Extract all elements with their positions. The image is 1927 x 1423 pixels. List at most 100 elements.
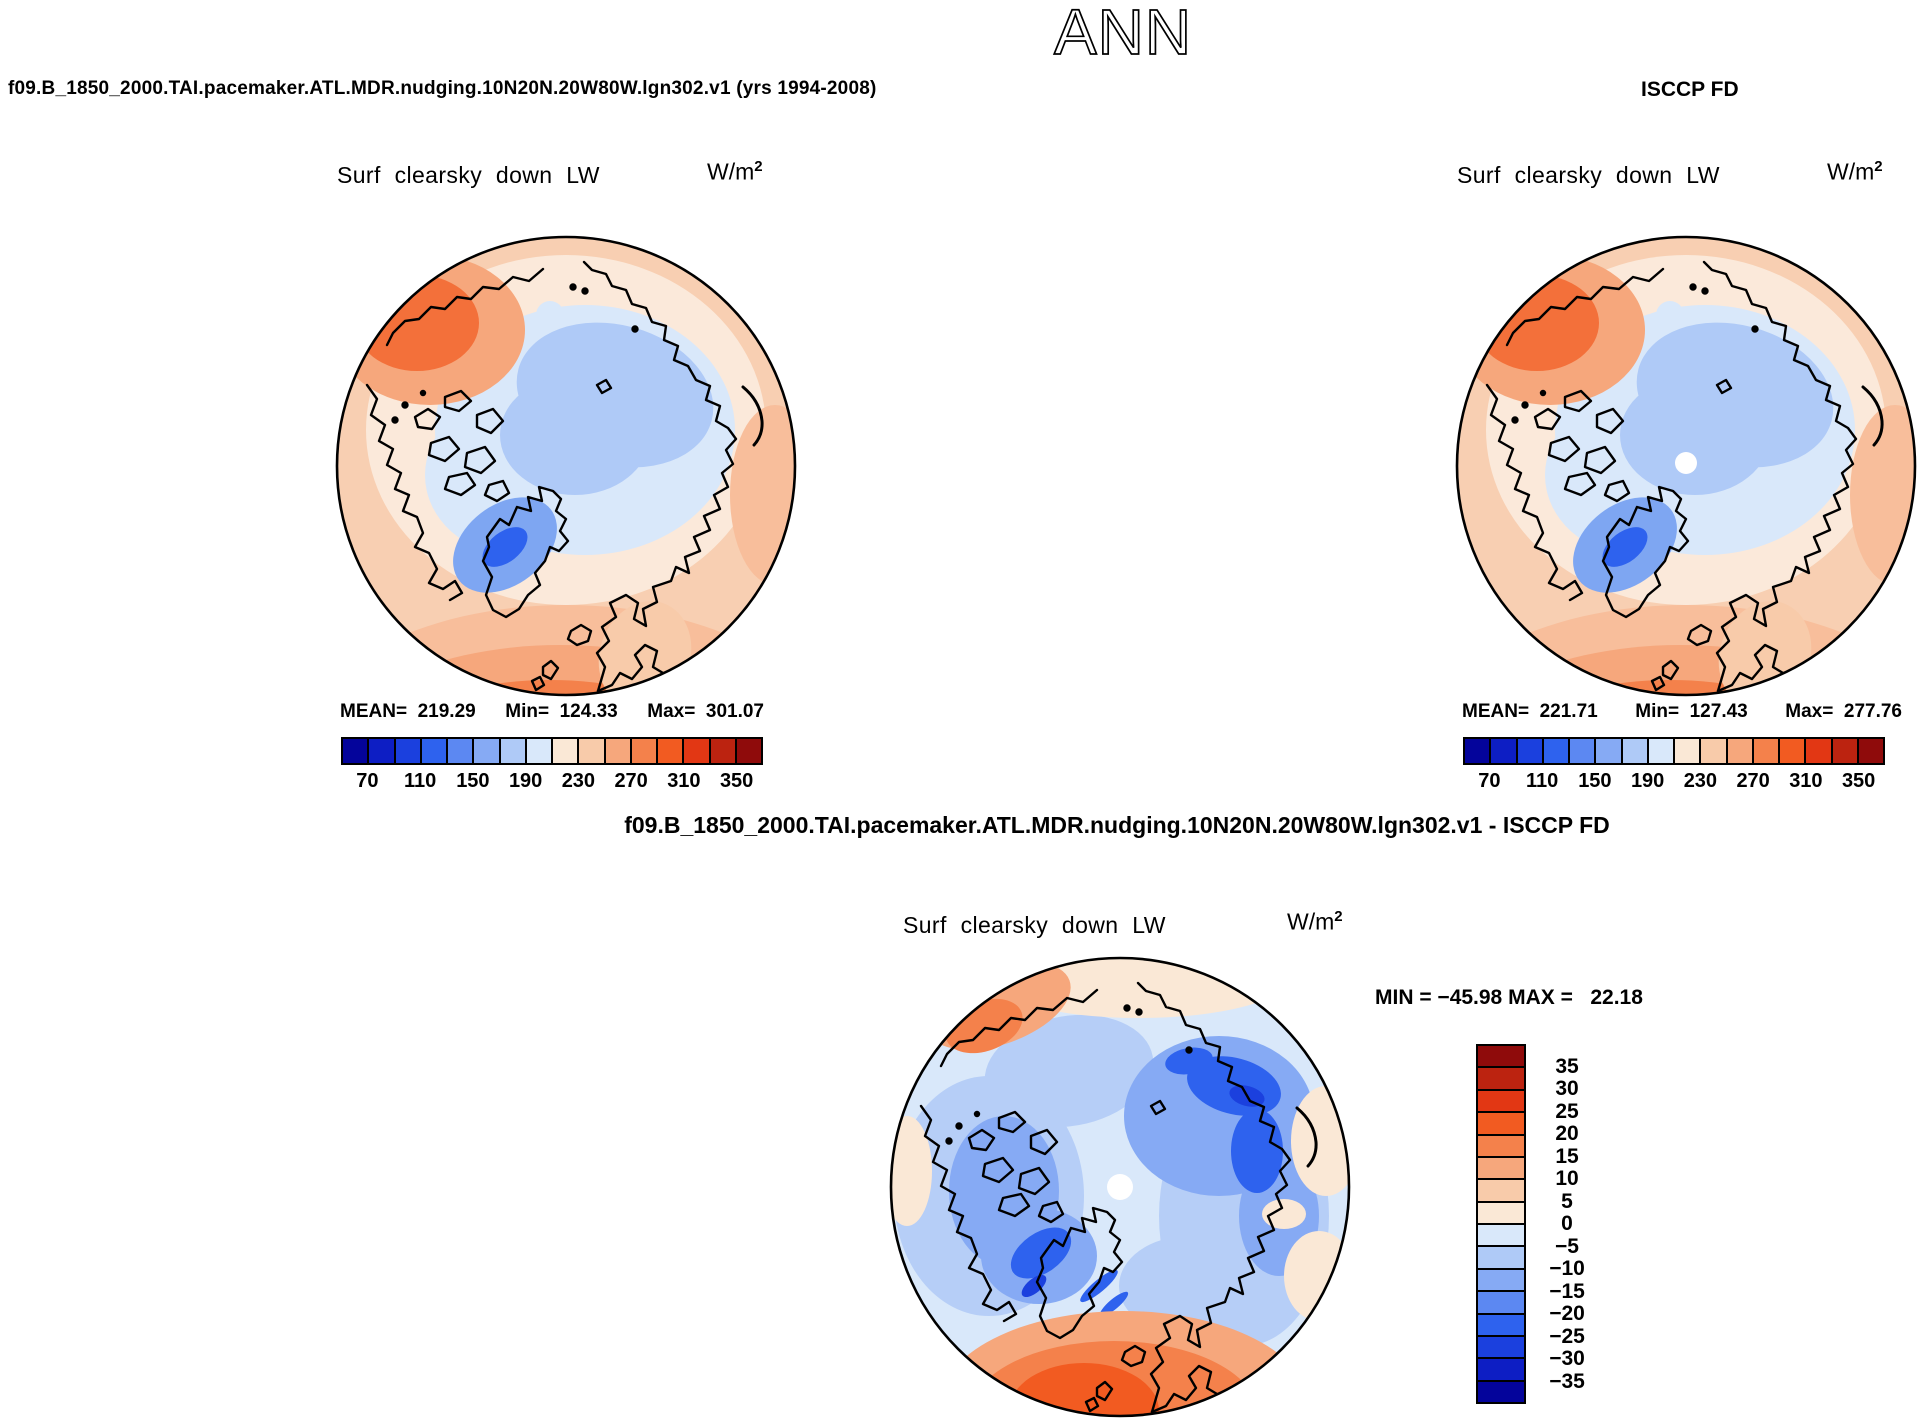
colorbar-cell <box>1478 1135 1524 1158</box>
colorbar-tick-label: 30 <box>1555 1077 1579 1100</box>
diff-units-label: W/m2 <box>1287 908 1343 936</box>
colorbar-tick-label: −10 <box>1549 1257 1585 1280</box>
colorbar-tick-label: 70 <box>1478 770 1501 792</box>
colorbar-tick-label: 25 <box>1555 1099 1579 1123</box>
colorbar-cell <box>1596 739 1623 763</box>
colorbar-cell <box>526 739 553 763</box>
min-stat: Min= 124.33 <box>505 701 618 722</box>
colorbar-cell <box>1478 1247 1524 1270</box>
colorbar-tick-label: 0 <box>1561 1212 1573 1235</box>
colorbar-tick-label: 310 <box>667 770 701 792</box>
colorbar-cell <box>448 739 475 763</box>
colorbar-tick-label: −30 <box>1549 1347 1585 1370</box>
pole-gap-dot <box>1107 1174 1133 1200</box>
units-exponent: 2 <box>754 158 763 175</box>
units-exponent: 2 <box>1334 908 1343 925</box>
colorbar-cell <box>369 739 396 763</box>
mean-stat: MEAN= 221.71 <box>1462 701 1598 722</box>
colorbar-tick-label: 350 <box>1841 770 1876 792</box>
colorbar-cell <box>1478 1314 1524 1337</box>
colorbar-cell <box>1701 739 1728 763</box>
colorbar-tick-label: −35 <box>1549 1369 1585 1393</box>
colorbar-cell <box>1858 739 1883 763</box>
colorbar-cell <box>1622 739 1649 763</box>
colorbar-cell <box>1832 739 1859 763</box>
units-base: W/m <box>1827 158 1875 185</box>
colorbar-tick-label: 20 <box>1555 1122 1579 1145</box>
colorbar-cell <box>1478 1068 1524 1091</box>
difference-title: f09.B_1850_2000.TAI.pacemaker.ATL.MDR.nu… <box>624 812 1610 838</box>
colorbar-tick-label: 190 <box>508 770 543 792</box>
diff-minmax: MIN = −45.98 MAX = 22.18 <box>1375 986 1643 1009</box>
max-stat: Max= 277.76 <box>1785 701 1902 722</box>
colorbar-tick-label: 230 <box>561 770 596 792</box>
colorbar-cell <box>1478 1046 1524 1069</box>
colorbar-cell <box>1648 739 1675 763</box>
pole-gap-dot <box>1675 452 1697 474</box>
diff-field-label: Surf clearsky down LW <box>903 912 1166 938</box>
colorbar-tick-label: 190 <box>1630 770 1665 792</box>
colorbar-cell <box>710 739 737 763</box>
colorbar-cell <box>1517 739 1544 763</box>
colorbar-cell <box>736 739 761 763</box>
colorbar-tick-label: 230 <box>1683 770 1718 792</box>
obs-stats: MEAN= 221.71 Min= 127.43 Max= 277.76 <box>1462 701 1902 723</box>
model-run-title: f09.B_1850_2000.TAI.pacemaker.ATL.MDR.nu… <box>8 78 877 99</box>
units-exponent: 2 <box>1874 158 1883 175</box>
colorbar-tick-label: 150 <box>1578 770 1612 792</box>
colorbar-cell <box>658 739 685 763</box>
model-map <box>335 235 797 702</box>
colorbar-cell <box>343 739 370 763</box>
colorbar-cell <box>1543 739 1570 763</box>
colorbar-cell <box>500 739 527 763</box>
colorbar-cell <box>1806 739 1833 763</box>
max-stat: Max= 301.07 <box>647 701 764 722</box>
obs-field-label: Surf clearsky down LW <box>1457 162 1720 188</box>
colorbar-cell <box>1675 739 1702 763</box>
colorbar-cell <box>1491 739 1518 763</box>
colorbar-cell <box>1753 739 1780 763</box>
model-stats: MEAN= 219.29 Min= 124.33 Max= 301.07 <box>340 701 764 723</box>
colorbar-cell <box>1478 1359 1524 1382</box>
colorbar-tick-label: 350 <box>719 770 754 792</box>
colorbar-cell <box>684 739 711 763</box>
model-field-label: Surf clearsky down LW <box>337 162 600 188</box>
colorbar-tick-label: 270 <box>614 770 648 792</box>
colorbar-cell <box>1478 1225 1524 1248</box>
page-title: ANN <box>1053 0 1193 68</box>
colorbar-cell <box>395 739 422 763</box>
obs-colorbar-ticks: 70 110 150 190 230 270 310 350 <box>1463 770 1885 794</box>
units-base: W/m <box>707 158 755 185</box>
colorbar-cell <box>605 739 632 763</box>
colorbar-cell <box>1465 739 1492 763</box>
colorbar-tick-label: 5 <box>1561 1189 1573 1213</box>
colorbar-cell <box>1478 1180 1524 1203</box>
colorbar-tick-label: 35 <box>1555 1054 1579 1078</box>
colorbar-tick-label: −20 <box>1549 1302 1585 1325</box>
obs-units-label: W/m2 <box>1827 158 1883 186</box>
colorbar-tick-label: 150 <box>456 770 490 792</box>
model-colorbar <box>341 737 763 765</box>
colorbar-tick-label: 15 <box>1555 1144 1579 1168</box>
colorbar-tick-label: −25 <box>1549 1324 1585 1348</box>
model-colorbar-ticks: 70 110 150 190 230 270 310 350 <box>341 770 763 794</box>
colorbar-cell <box>1478 1090 1524 1114</box>
diff-map <box>889 956 1351 1423</box>
colorbar-cell <box>474 739 501 763</box>
colorbar-cell <box>1478 1113 1524 1136</box>
colorbar-tick-label: 70 <box>356 770 379 792</box>
colorbar-cell <box>631 739 658 763</box>
obs-colorbar <box>1463 737 1885 765</box>
mean-stat: MEAN= 219.29 <box>340 701 476 722</box>
obs-map <box>1455 235 1917 702</box>
obs-dataset-title: ISCCP FD <box>1641 78 1739 101</box>
colorbar-tick-label: −5 <box>1555 1234 1579 1258</box>
min-stat: Min= 127.43 <box>1635 701 1748 722</box>
map-outline <box>1455 235 1917 697</box>
colorbar-tick-label: 110 <box>403 770 437 792</box>
colorbar-cell <box>1478 1157 1524 1181</box>
colorbar-cell <box>1478 1202 1524 1225</box>
colorbar-cell <box>1478 1269 1524 1293</box>
colorbar-cell <box>1570 739 1597 763</box>
diff-colorbar-ticks: 35 30 25 20 15 10 5 0 −5 −10 −15 −20 −25 −30 −35 <box>1532 1044 1602 1404</box>
